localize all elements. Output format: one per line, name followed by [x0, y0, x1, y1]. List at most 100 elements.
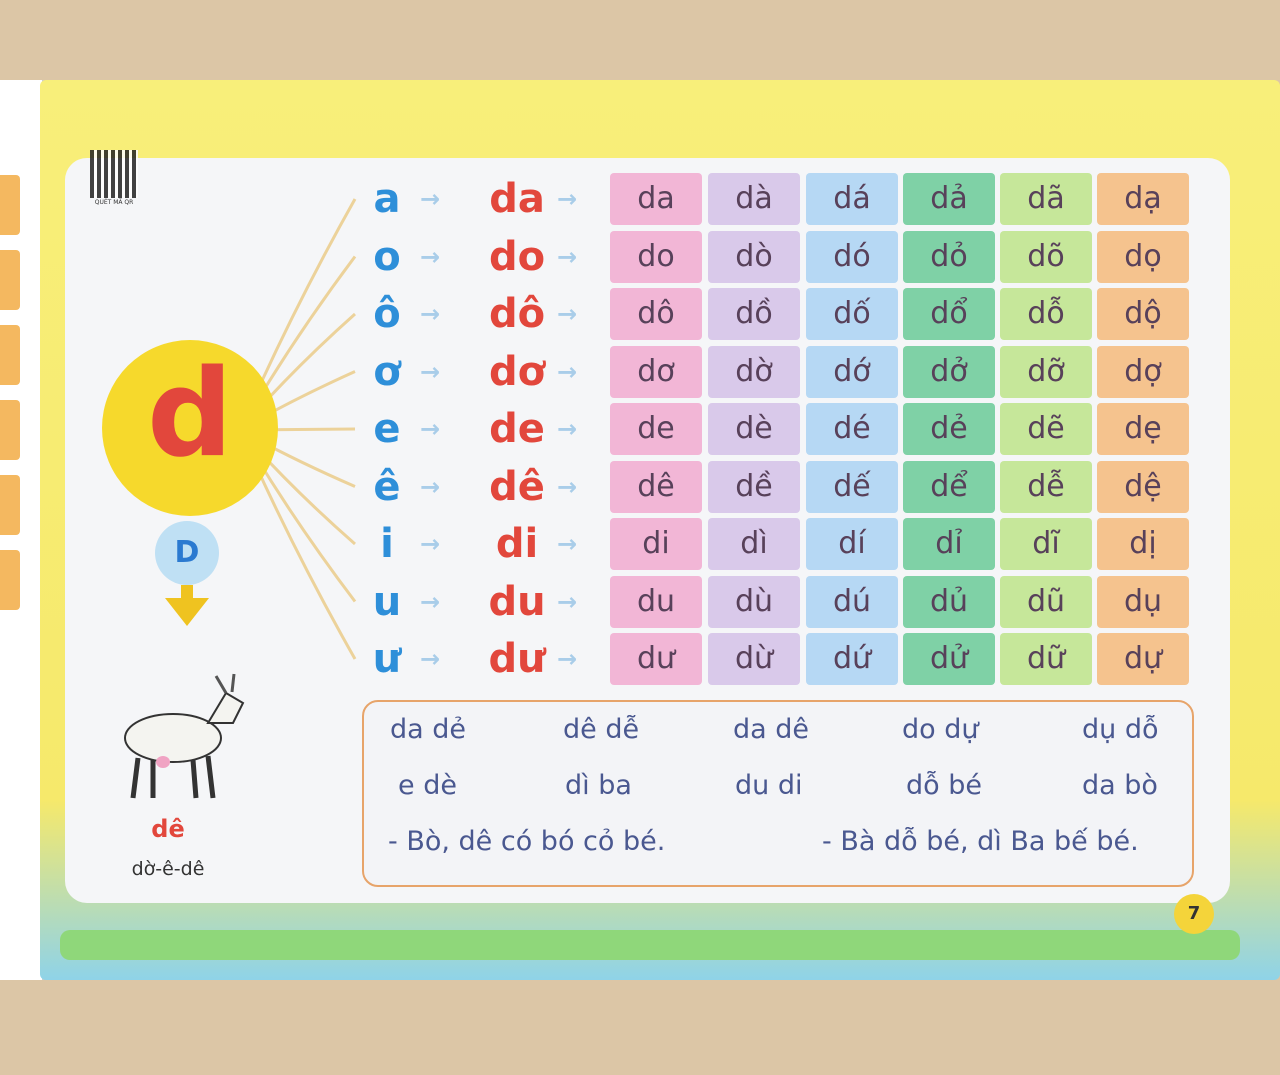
picture-word: dê [151, 815, 185, 843]
practice-word: da dẻ [390, 714, 467, 745]
arrow-icon: → [420, 645, 441, 673]
tone-cell: dé [806, 403, 898, 455]
vowel: a [373, 176, 401, 222]
tone-cell: dơ [610, 345, 702, 398]
tone-cell: dồ [708, 288, 800, 340]
tone-cell: dù [708, 575, 800, 628]
down-arrow-icon [181, 585, 193, 601]
down-arrow-icon [165, 598, 209, 626]
tone-cell: di [610, 518, 702, 570]
tone-cell: dả [903, 173, 995, 225]
arrow-icon: → [557, 300, 578, 328]
vowel: i [380, 521, 394, 567]
qr-code[interactable] [90, 150, 138, 198]
practice-word: do dự [902, 714, 979, 745]
tone-cell: dĩ [1000, 518, 1092, 570]
arrow-icon: → [557, 472, 578, 501]
tone-cell: dử [903, 633, 995, 685]
vowel: ư [372, 636, 402, 682]
tone-cell: du [610, 575, 702, 628]
page-tab [0, 550, 20, 610]
vowel: ô [373, 291, 401, 337]
arrow-icon: → [420, 415, 441, 443]
page-tab [0, 250, 20, 310]
arrow-icon: → [557, 587, 578, 616]
arrow-icon: → [420, 300, 441, 328]
tone-cell: da [610, 173, 702, 225]
tone-cell: dự [1097, 633, 1189, 685]
syllable: dê [489, 463, 545, 510]
syllable: dơ [488, 348, 546, 395]
arrow-icon: → [557, 357, 578, 386]
page-tab [0, 325, 20, 385]
practice-word: da bò [1082, 770, 1158, 801]
left-page-edge [0, 80, 44, 980]
tone-cell: dụ [1097, 575, 1189, 628]
tone-cell: dư [610, 633, 702, 685]
tone-cell: dị [1097, 518, 1189, 570]
practice-word: e dè [398, 770, 457, 801]
tone-cell: dũ [1000, 575, 1092, 628]
vowel: e [373, 406, 401, 452]
arrow-icon: → [420, 530, 441, 558]
syllable: du [488, 578, 546, 625]
tone-cell: dò [708, 230, 800, 283]
tone-cell: dẹ [1097, 403, 1189, 455]
tone-cell: dọ [1097, 230, 1189, 283]
practice-sentence: - Bò, dê có bó cỏ bé. [388, 826, 666, 857]
page-number: 7 [1174, 894, 1214, 934]
practice-sentence: - Bà dỗ bé, dì Ba bế bé. [822, 826, 1139, 857]
tone-cell: dờ [708, 345, 800, 398]
tone-cell: dú [806, 575, 898, 628]
practice-word: dụ dỗ [1082, 714, 1159, 745]
tone-cell: dệ [1097, 460, 1189, 513]
big-letter: d [147, 345, 233, 484]
syllable: di [495, 521, 539, 567]
tone-cell: dố [806, 288, 898, 340]
practice-box [362, 700, 1194, 887]
tone-cell: dộ [1097, 288, 1189, 340]
syllable: da [489, 176, 545, 222]
syllable: dư [488, 636, 546, 682]
tone-cell: dẻ [903, 403, 995, 455]
tone-cell: dề [708, 460, 800, 513]
arrow-icon: → [557, 415, 578, 443]
tone-cell: dê [610, 460, 702, 513]
tone-cell: dí [806, 518, 898, 570]
tone-cell: dỏ [903, 230, 995, 283]
syllable: dô [488, 291, 546, 337]
arrow-icon: → [557, 530, 578, 558]
vowel: ê [373, 463, 401, 510]
arrow-icon: → [557, 242, 578, 271]
syllable: do [488, 233, 546, 280]
tone-cell: de [610, 403, 702, 455]
vowel: o [373, 233, 401, 280]
practice-word: dỗ bé [906, 770, 982, 801]
tone-cell: dẽ [1000, 403, 1092, 455]
tone-cell: dợ [1097, 345, 1189, 398]
arrow-icon: → [420, 472, 441, 501]
arrow-icon: → [420, 587, 441, 616]
goat-illustration [124, 673, 245, 799]
tone-cell: dế [806, 460, 898, 513]
tone-cell: dỡ [1000, 345, 1092, 398]
letter-sun [102, 340, 278, 516]
arrow-icon: → [557, 185, 578, 213]
page-tab [0, 475, 20, 535]
page-tab [0, 175, 20, 235]
decorative-ground [60, 930, 1240, 960]
tone-cell: dà [708, 173, 800, 225]
tone-cell: dô [610, 288, 702, 340]
qr-label: QUÉT MÃ QR [94, 199, 134, 206]
practice-word: da dê [733, 714, 810, 745]
tone-cell: dã [1000, 173, 1092, 225]
tone-cell: dừ [708, 633, 800, 685]
tone-cell: dủ [903, 575, 995, 628]
arrow-icon: → [420, 242, 441, 271]
tone-cell: dì [708, 518, 800, 570]
tone-cell: dễ [1000, 460, 1092, 513]
practice-word: dê dễ [563, 714, 640, 745]
tone-cell: dá [806, 173, 898, 225]
tone-cell: do [610, 230, 702, 283]
tone-cell: dữ [1000, 633, 1092, 685]
